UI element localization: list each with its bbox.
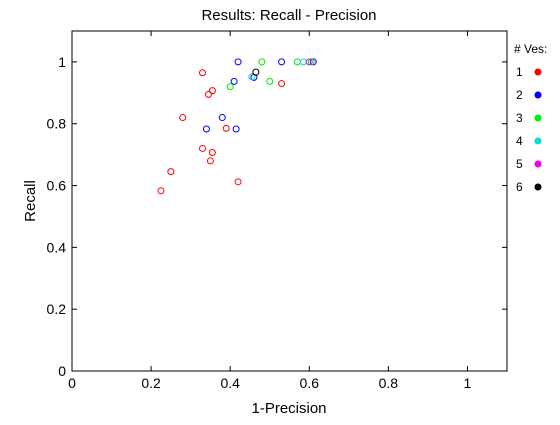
y-tick-label: 0 xyxy=(58,363,66,379)
data-point-series-1 xyxy=(199,69,206,77)
legend-label-series-3: 3 xyxy=(516,111,523,125)
plot-area-frame xyxy=(71,30,508,372)
legend-entries: 1 2 3 4 5 6 xyxy=(516,65,542,194)
y-axis-label: Recall xyxy=(22,180,39,222)
data-point-series-1 xyxy=(208,87,216,95)
data-point-series-1 xyxy=(167,168,175,176)
legend: # Ves: 1 2 3 4 5 6 xyxy=(514,42,547,194)
y-tick-label: 0.2 xyxy=(47,301,67,317)
data-point-series-1 xyxy=(278,80,286,88)
data-point-series-5 xyxy=(305,58,313,66)
y-tick-label: 0.6 xyxy=(47,178,67,194)
data-point-series-2 xyxy=(234,58,242,66)
legend-marker-series-2 xyxy=(534,91,542,99)
x-tick-label: 0.4 xyxy=(220,375,240,391)
legend-marker-series-6 xyxy=(534,183,542,191)
legend-label-series-1: 1 xyxy=(516,65,523,79)
data-point-series-1 xyxy=(206,157,214,165)
y-tick-label: 1 xyxy=(58,54,66,70)
legend-label-series-2: 2 xyxy=(516,88,523,102)
data-point-series-1 xyxy=(179,114,187,122)
chart-title: Results: Recall - Precision xyxy=(201,7,376,24)
legend-label-series-5: 5 xyxy=(516,157,523,171)
data-point-series-1 xyxy=(234,178,242,186)
legend-marker-series-3 xyxy=(534,114,542,122)
data-point-series-3 xyxy=(307,58,315,66)
data-point-series-2 xyxy=(309,58,317,66)
data-point-series-2 xyxy=(202,125,210,133)
data-point-series-1 xyxy=(157,187,165,195)
data-point-series-1 xyxy=(208,148,216,156)
x-tick-label: 1 xyxy=(464,375,472,391)
x-tick-label: 0 xyxy=(68,375,76,391)
x-tick-label: 0.8 xyxy=(379,375,399,391)
x-axis: 0 0.2 0.4 0.6 0.8 1 xyxy=(68,31,472,391)
legend-label-series-6: 6 xyxy=(516,180,523,194)
data-point-series-2 xyxy=(230,77,238,85)
data-point-series-3 xyxy=(258,58,266,66)
data-point-series-1 xyxy=(199,144,206,152)
data-point-series-4 xyxy=(248,73,256,81)
x-tick-label: 0.2 xyxy=(141,375,161,391)
data-point-series-1 xyxy=(204,90,212,98)
y-axis: 0 0.2 0.4 0.6 0.8 1 xyxy=(47,54,507,379)
legend-marker-series-4 xyxy=(534,137,542,145)
legend-label-series-4: 4 xyxy=(516,134,523,148)
data-point-series-2 xyxy=(218,114,226,122)
y-tick-label: 0.4 xyxy=(47,239,67,255)
data-point-series-2 xyxy=(278,58,286,66)
x-tick-label: 0.6 xyxy=(300,375,320,391)
x-axis-label: 1-Precision xyxy=(251,400,326,417)
data-point-series-3 xyxy=(266,77,274,85)
data-point-series-6 xyxy=(252,68,260,76)
data-point-series-4 xyxy=(299,58,307,66)
legend-marker-series-5 xyxy=(534,160,542,168)
y-tick-label: 0.8 xyxy=(47,116,67,132)
legend-marker-series-1 xyxy=(534,68,542,76)
legend-title: # Ves: xyxy=(514,42,547,56)
data-point-series-3 xyxy=(293,58,301,66)
data-point-series-3 xyxy=(226,83,234,91)
data-point-series-1 xyxy=(222,124,230,132)
data-point-series-2 xyxy=(232,125,240,133)
data-points xyxy=(157,58,317,195)
